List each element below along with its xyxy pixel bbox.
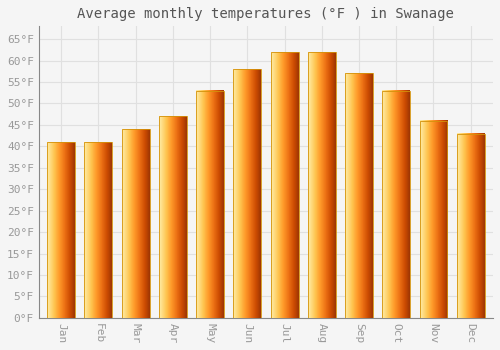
Bar	[382, 91, 410, 318]
Bar	[420, 121, 448, 318]
Bar	[457, 133, 484, 318]
Bar	[159, 116, 187, 318]
Bar	[196, 91, 224, 318]
Bar	[84, 142, 112, 318]
Bar	[47, 142, 75, 318]
Bar	[345, 74, 373, 318]
Bar	[234, 69, 262, 318]
Bar	[308, 52, 336, 318]
Bar	[122, 129, 150, 318]
Title: Average monthly temperatures (°F ) in Swanage: Average monthly temperatures (°F ) in Sw…	[78, 7, 454, 21]
Bar	[270, 52, 298, 318]
